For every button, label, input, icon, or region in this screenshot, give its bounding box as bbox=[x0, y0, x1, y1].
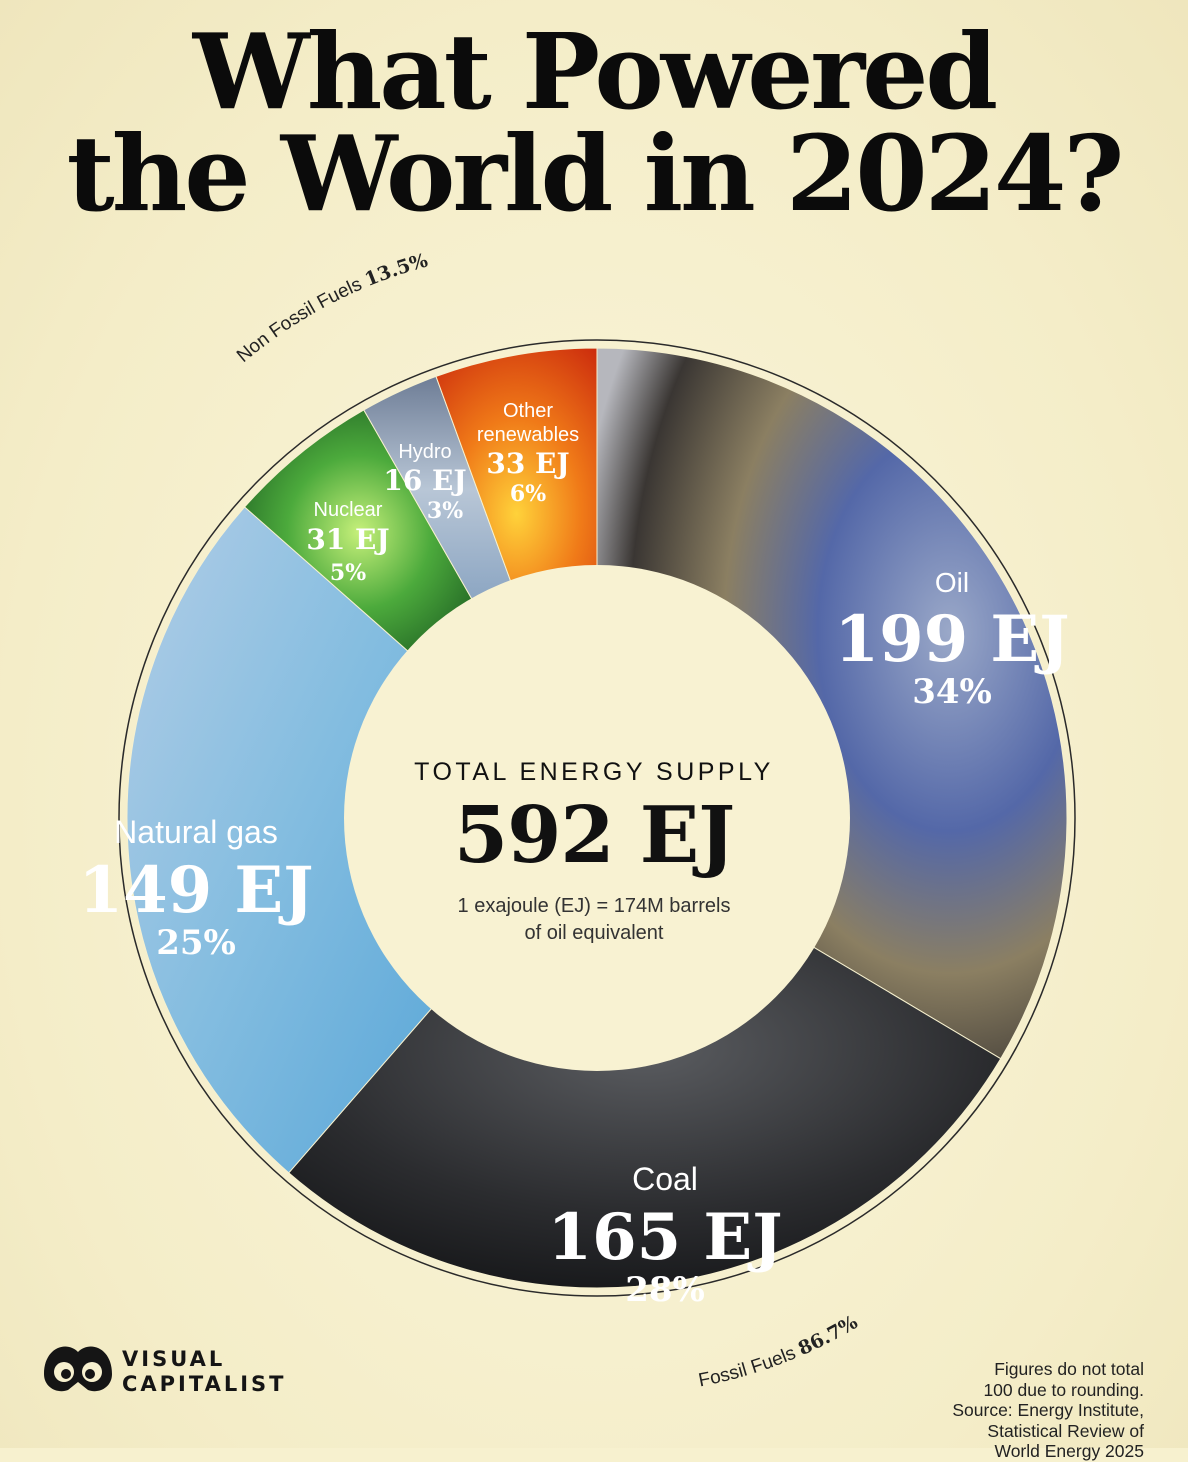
slice-percent-nuclear: 5% bbox=[330, 560, 366, 586]
slice-percent-coal: 28% bbox=[625, 1270, 705, 1310]
other-renewables-label: Other renewables 33 EJ 6% bbox=[477, 400, 579, 507]
total-energy-value: 592 EJ bbox=[453, 790, 735, 881]
total-energy-note-line-2: of oil equivalent bbox=[524, 922, 664, 944]
outer-ring bbox=[118, 339, 1076, 1297]
slice-value-natural-gas: 149 EJ bbox=[79, 853, 314, 928]
slice-percent-oil: 34% bbox=[912, 672, 992, 712]
footnote-line-4: Statistical Review of bbox=[987, 1420, 1144, 1441]
footnote-line-2: 100 due to rounding. bbox=[983, 1379, 1144, 1400]
oil-label: Oil 199 EJ 34% bbox=[835, 567, 1070, 712]
footnote-line-3: Source: Energy Institute, bbox=[952, 1400, 1144, 1420]
brand-line-1: VISUAL bbox=[122, 1347, 226, 1371]
coal-label: Coal 165 EJ 28% bbox=[548, 1161, 783, 1310]
slice-labels: Oil 199 EJ 34% Coal 165 EJ 28% Natural g… bbox=[79, 400, 1070, 1310]
visual-capitalist-logo-icon bbox=[44, 1346, 112, 1392]
slice-name-nuclear: Nuclear bbox=[314, 499, 383, 521]
group-label-non-fossil: Non Fossil Fuels 13.5% bbox=[233, 249, 430, 366]
footnote-line-1: Figures do not total bbox=[994, 1359, 1144, 1379]
slice-value-oil: 199 EJ bbox=[835, 602, 1070, 677]
page-title-line-1: What Powered bbox=[192, 10, 998, 133]
slice-name-other-line1: Other bbox=[503, 400, 553, 422]
footnote-line-5: World Energy 2025 bbox=[994, 1441, 1145, 1461]
slice-value-other: 33 EJ bbox=[486, 447, 569, 480]
group-percent-non-fossil: 13.5% bbox=[362, 249, 431, 291]
natural-gas-label: Natural gas 149 EJ 25% bbox=[79, 814, 314, 963]
slice-name-coal: Coal bbox=[632, 1161, 698, 1197]
inner-circle bbox=[344, 565, 850, 1071]
slice-percent-natural-gas: 25% bbox=[156, 923, 236, 963]
group-name-fossil: Fossil Fuels bbox=[697, 1343, 799, 1392]
slice-percent-hydro: 3% bbox=[427, 498, 463, 524]
total-energy-note: 1 exajoule (EJ) = 174M barrels of oil eq… bbox=[414, 893, 774, 947]
slice-name-oil: Oil bbox=[935, 567, 969, 598]
group-label-fossil: Fossil Fuels 86.7% bbox=[697, 1311, 862, 1391]
slice-name-other-line2: renewables bbox=[477, 424, 579, 446]
total-energy-label: TOTAL ENERGY SUPPLY bbox=[414, 758, 774, 786]
page-title-line-2: the World in 2024? bbox=[66, 112, 1125, 235]
footnote: Figures do not total 100 due to rounding… bbox=[880, 1359, 1144, 1462]
slice-value-coal: 165 EJ bbox=[548, 1200, 783, 1275]
slice-value-hydro: 16 EJ bbox=[383, 464, 466, 497]
group-percent-fossil: 86.7% bbox=[795, 1311, 862, 1360]
nuclear-label: Nuclear 31 EJ 5% bbox=[306, 499, 389, 586]
slice-percent-other: 6% bbox=[510, 481, 546, 507]
group-name-non-fossil: Non Fossil Fuels bbox=[233, 274, 365, 367]
slice-name-hydro: Hydro bbox=[398, 441, 451, 463]
total-energy-note-line-1: 1 exajoule (EJ) = 174M barrels bbox=[457, 895, 731, 917]
hydro-label: Hydro 16 EJ 3% bbox=[383, 441, 466, 524]
slice-value-nuclear: 31 EJ bbox=[306, 523, 389, 556]
slice-name-natural-gas: Natural gas bbox=[114, 814, 278, 850]
brand-line-2: CAPITALIST bbox=[122, 1372, 287, 1396]
